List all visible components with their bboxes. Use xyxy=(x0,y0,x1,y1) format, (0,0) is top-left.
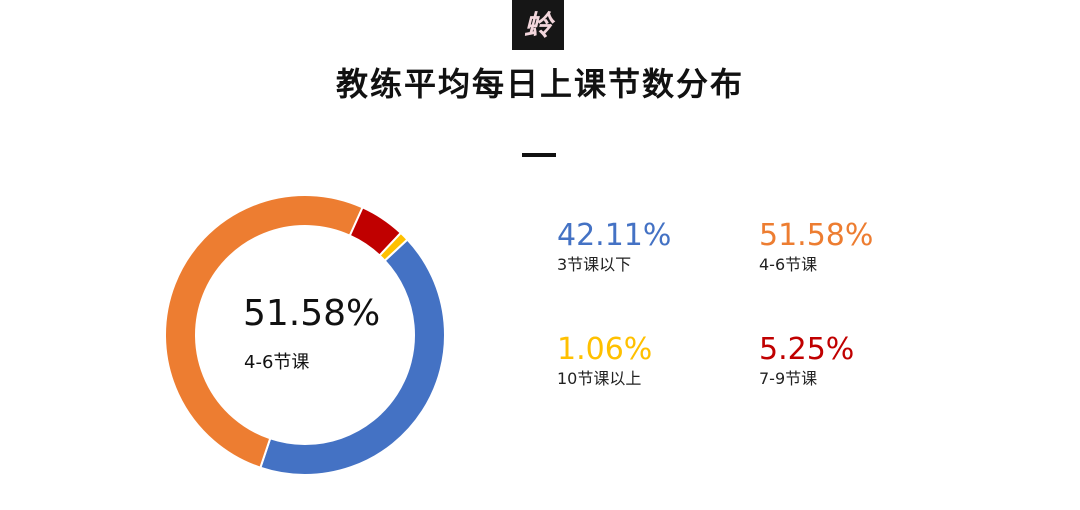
donut-slice-3 xyxy=(378,231,409,263)
center-label: 4-6节课 xyxy=(244,352,310,373)
legend-item-1: 51.58% 4-6节课 xyxy=(759,218,959,276)
center-percent: 51.58% xyxy=(243,293,381,334)
legend-label: 4-6节课 xyxy=(759,255,818,274)
donut-chart xyxy=(160,190,450,480)
legend-item-0: 42.11% 3节课以下 xyxy=(557,218,757,276)
legend-label: 3节课以下 xyxy=(557,255,632,274)
legend-percent: 1.06% xyxy=(557,332,653,367)
donut-slice-1 xyxy=(164,194,364,469)
legend-item-3: 5.25% 7-9节课 xyxy=(759,332,959,390)
legend-label: 10节课以上 xyxy=(557,369,642,388)
title-divider xyxy=(522,153,556,157)
logo-glyph: 蛉 xyxy=(524,9,556,42)
legend-percent: 51.58% xyxy=(759,218,874,253)
legend-percent: 5.25% xyxy=(759,332,855,367)
logo: 蛉 xyxy=(512,0,564,50)
legend-percent: 42.11% xyxy=(557,218,672,253)
brush-calligraphy-logo-icon: 蛉 xyxy=(524,9,556,42)
legend-item-2: 1.06% 10节课以上 xyxy=(557,332,757,390)
chart-title: 教练平均每日上课节数分布 xyxy=(335,65,744,103)
donut-chart-svg xyxy=(164,194,446,476)
legend-label: 7-9节课 xyxy=(759,369,818,388)
